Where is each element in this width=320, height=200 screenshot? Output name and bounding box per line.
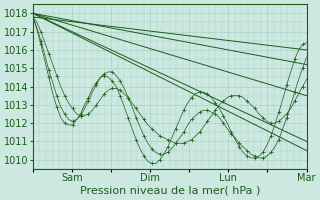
X-axis label: Pression niveau de la mer( hPa ): Pression niveau de la mer( hPa ) — [80, 186, 260, 196]
